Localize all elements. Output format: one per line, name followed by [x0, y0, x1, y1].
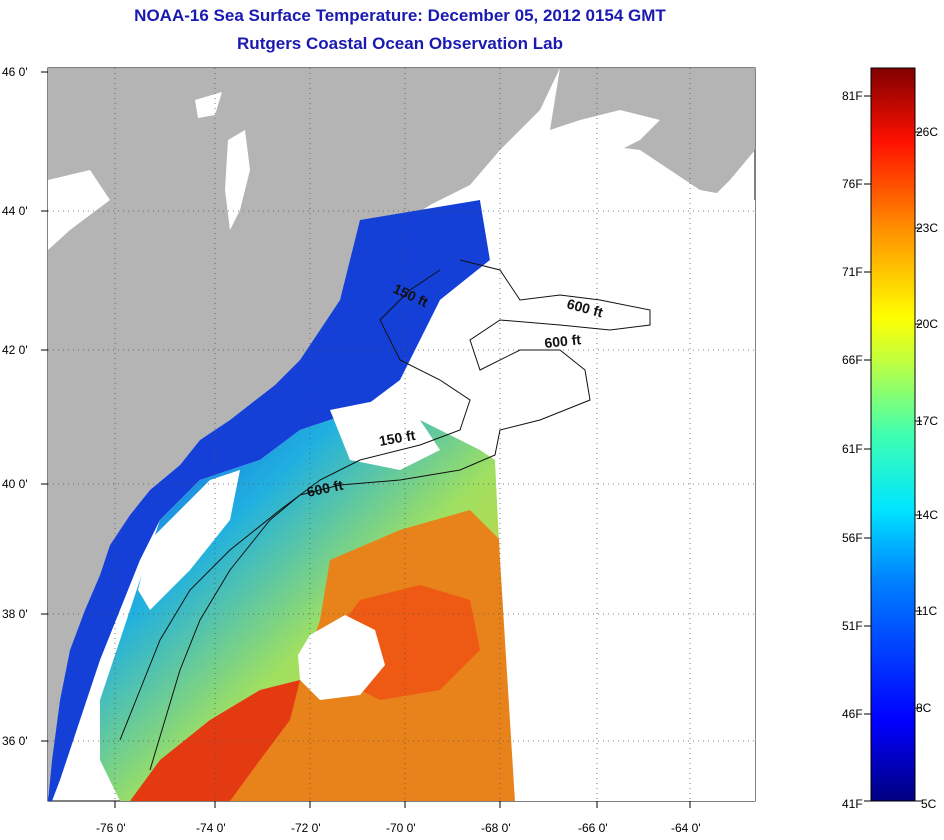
colorbar-ticks	[864, 95, 922, 802]
colorbar-c-label: 20C	[916, 317, 938, 331]
contour-label: 600 ft	[544, 331, 582, 351]
lon-label: -70 0'	[386, 821, 416, 835]
lat-label: 38 0'	[2, 607, 28, 621]
contour-label: 600 ft	[305, 477, 344, 500]
colorbar-c-label: 26C	[916, 125, 938, 139]
lon-label: -66 0'	[578, 821, 608, 835]
cloud-mask	[138, 470, 240, 610]
axis-ticks	[41, 71, 691, 808]
land-us	[48, 68, 560, 801]
contour-150ft	[119, 269, 471, 741]
graticule	[48, 68, 755, 801]
map-subtitle: Rutgers Coastal Ocean Observation Lab	[237, 34, 563, 53]
colorbar-c-label: 5C	[921, 797, 937, 811]
cloud-mask	[330, 400, 440, 470]
lat-label: 46 0'	[2, 65, 28, 79]
colorbar-c-label: 14C	[916, 508, 938, 522]
colorbar-f-label: 41F	[842, 797, 863, 811]
colorbar-f-label: 81F	[842, 89, 863, 103]
sst-hot-core	[130, 680, 300, 801]
colorbar-c-label: 23C	[916, 221, 938, 235]
colorbar-f-label: 51F	[842, 619, 863, 633]
colorbar-c-label: 17C	[916, 414, 938, 428]
colorbar	[870, 67, 916, 802]
colorbar-f-label: 56F	[842, 531, 863, 545]
lat-label: 40 0'	[2, 477, 28, 491]
colorbar-f-label: 76F	[842, 177, 863, 191]
colorbar-f-label: 61F	[842, 442, 863, 456]
colorbar-f-label: 46F	[842, 707, 863, 721]
lat-label: 44 0'	[2, 204, 28, 218]
lat-label: 36 0'	[2, 734, 28, 748]
colorbar-c-label: 11C	[916, 604, 937, 618]
colorbar-f-label: 66F	[842, 353, 863, 367]
lon-label: -68 0'	[481, 821, 511, 835]
lake-icon	[48, 170, 110, 250]
lon-label: -74 0'	[196, 821, 226, 835]
lon-label: -64 0'	[671, 821, 701, 835]
colorbar-c-label: 8C	[916, 701, 932, 715]
contour-600ft	[149, 259, 651, 771]
lon-label: -72 0'	[291, 821, 321, 835]
contour-label: 150 ft	[378, 427, 417, 449]
sst-cold-band	[48, 200, 490, 801]
lon-label: -76 0'	[96, 821, 126, 835]
cloud-mask	[420, 140, 755, 801]
colorbar-f-label: 71F	[842, 265, 863, 279]
map-title: NOAA-16 Sea Surface Temperature: Decembe…	[134, 6, 666, 25]
lake-icon	[225, 130, 250, 230]
lat-label: 42 0'	[2, 343, 28, 357]
cloud-mask	[298, 615, 385, 700]
